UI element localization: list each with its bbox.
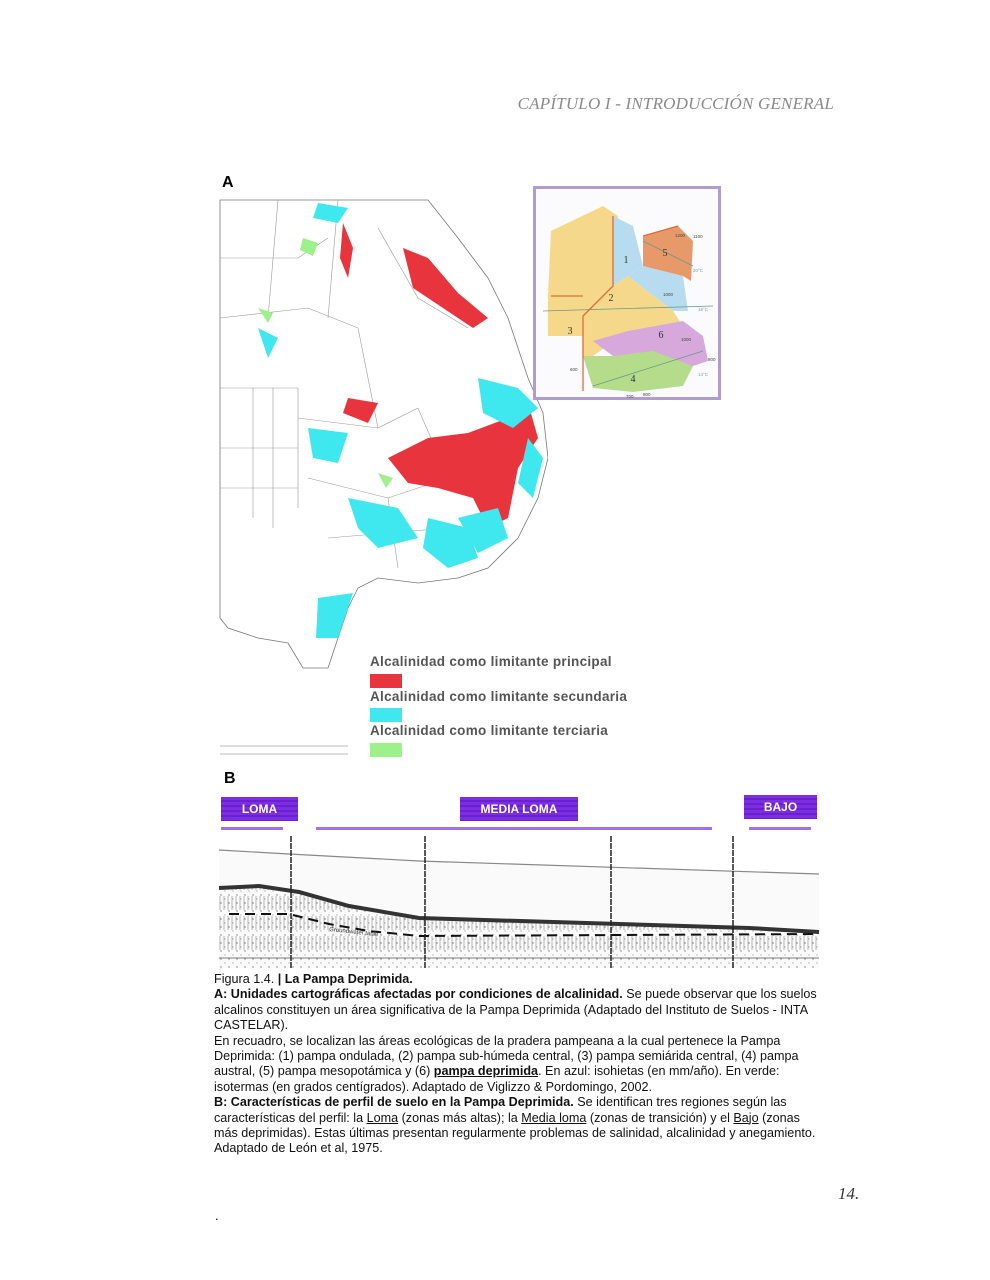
caption-b-text: (zonas más altas); la bbox=[398, 1110, 522, 1125]
caption-bajo: Bajo bbox=[733, 1110, 759, 1125]
legend-swatch-red bbox=[370, 674, 402, 688]
region-1-label: 1 bbox=[624, 255, 629, 266]
soil-profile-diagram: Groundwater table bbox=[219, 836, 820, 968]
groundwater-table-label: Groundwater table bbox=[329, 927, 379, 938]
region-5-label: 5 bbox=[663, 248, 668, 259]
green-areas bbox=[258, 238, 393, 488]
isotherm-label: 16°C bbox=[698, 307, 709, 312]
panel-b-label: B bbox=[224, 770, 236, 787]
chapter-header: CAPÍTULO I - INTRODUCCIÓN GENERAL bbox=[517, 94, 834, 113]
panel-a-label: A bbox=[222, 174, 234, 191]
region-4-label: 4 bbox=[631, 374, 636, 385]
isohyet-label: 1000 bbox=[663, 292, 674, 297]
isohyet-label: 1100 bbox=[693, 234, 703, 239]
caption-inset-text: En recuadro, se localizan las áreas ecol… bbox=[214, 1033, 799, 1079]
cyan-areas bbox=[258, 203, 543, 638]
profile-dividers bbox=[290, 836, 734, 968]
region-6-label: 6 bbox=[659, 330, 664, 341]
caption-b-title: B: Características de perfil de suelo en… bbox=[214, 1095, 574, 1110]
page-number: 14. bbox=[838, 1184, 860, 1203]
isohyet-label: 800 bbox=[643, 392, 651, 397]
caption-inset-text-end: . En azul: isohietas (en mm/año). En ver… bbox=[214, 1064, 780, 1094]
isohyet-label: 1200 bbox=[675, 233, 686, 238]
zone-loma-line bbox=[221, 827, 283, 830]
caption-a-title: A: Unidades cartográficas afectadas por … bbox=[214, 987, 623, 1002]
isotherm-label: 14°C bbox=[698, 372, 709, 377]
trailing-dot: . bbox=[215, 1208, 219, 1223]
zone-bajo-label: BAJO bbox=[744, 795, 817, 819]
figure-caption: Figura 1.4. | La Pampa Deprimida. A: Uni… bbox=[214, 972, 824, 1157]
caption-b-text: Se identifican tres regiones según las c… bbox=[214, 1095, 787, 1125]
isotherm-label: 20°C bbox=[693, 268, 704, 273]
zone-loma-label: LOMA bbox=[221, 797, 298, 821]
region-2-label: 2 bbox=[609, 293, 614, 304]
alkalinity-map bbox=[219, 199, 548, 755]
figure-number: Figura 1.4. bbox=[214, 972, 278, 986]
isohyet-label: 1000 bbox=[681, 337, 692, 342]
caption-loma: Loma bbox=[366, 1110, 399, 1125]
legend-swatch-cyan bbox=[370, 708, 402, 722]
caption-pampa-deprimida: pampa deprimida bbox=[433, 1064, 539, 1079]
isohyet-label: 800 bbox=[708, 357, 716, 362]
region-3-label: 3 bbox=[568, 326, 573, 337]
legend-label-principal: Alcalinidad como limitante principal bbox=[370, 654, 612, 669]
legend-label-secundaria: Alcalinidad como limitante secundaria bbox=[370, 689, 628, 704]
caption-media-loma: Media loma bbox=[521, 1110, 587, 1125]
legend-swatch-green bbox=[370, 743, 402, 757]
red-areas bbox=[340, 223, 538, 528]
caption-b-text: (zonas más deprimidas). Estas últimas pr… bbox=[214, 1110, 816, 1156]
zone-media-loma-line bbox=[316, 827, 712, 830]
zone-media-loma-label: MEDIA LOMA bbox=[460, 797, 578, 821]
caption-b-text: (zonas de transición) y el bbox=[586, 1110, 734, 1125]
isohyet-label: 700 bbox=[626, 394, 634, 399]
scale-bar bbox=[220, 745, 348, 755]
legend-label-terciaria: Alcalinidad como limitante terciaria bbox=[370, 723, 609, 738]
zone-bajo-line bbox=[749, 827, 811, 830]
figure-title: | La Pampa Deprimida. bbox=[277, 972, 413, 986]
ecological-regions-inset: 1 2 3 4 5 6 1200 1100 1000 1000 800 600 … bbox=[533, 186, 721, 400]
caption-a-text: Se puede observar que los suelos alcalin… bbox=[214, 987, 817, 1033]
isohyet-label: 600 bbox=[570, 367, 578, 372]
